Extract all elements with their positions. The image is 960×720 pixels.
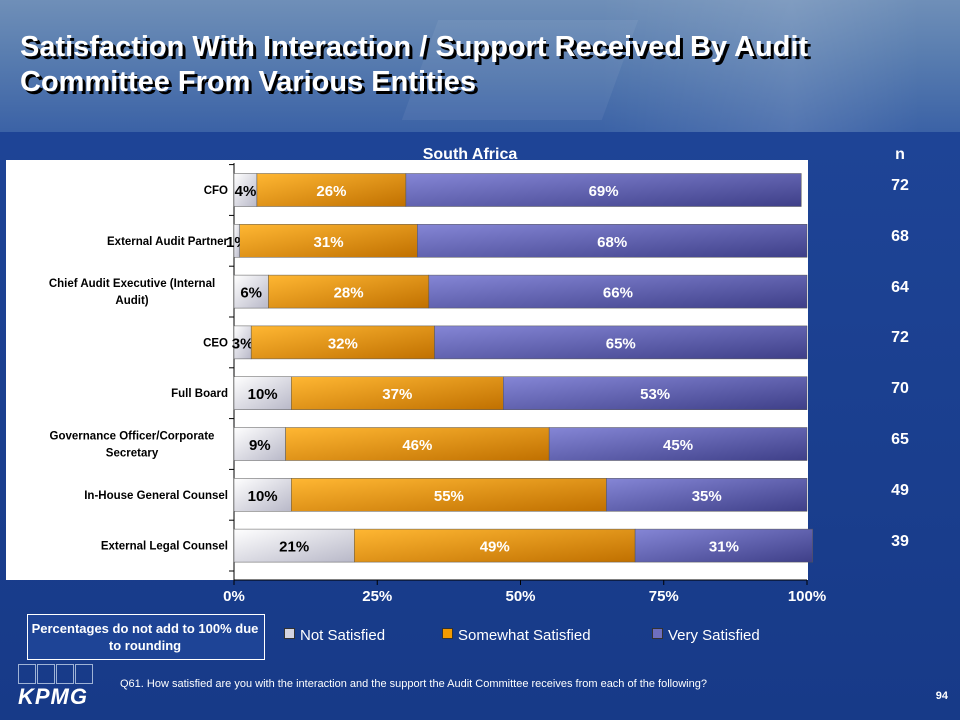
data-label: 65%	[606, 335, 636, 352]
bar-segment	[268, 274, 430, 309]
data-label: 69%	[589, 183, 619, 200]
bar-segment	[239, 224, 418, 258]
legend-swatch	[652, 628, 663, 639]
legend-swatch	[442, 628, 453, 639]
header-band	[0, 0, 960, 132]
note-box	[27, 614, 265, 660]
bar-segment	[233, 376, 292, 410]
data-label: 45%	[663, 437, 693, 454]
data-label: 26%	[316, 183, 346, 200]
bar-segment	[233, 274, 269, 309]
category-label: Chief Audit Executive (Internal Audit)	[49, 278, 215, 307]
legend-item-somewhat-satisfied: Somewhat Satisfied	[442, 627, 591, 644]
category-label: CEO	[203, 337, 228, 349]
category-label: External Audit Partner	[107, 236, 229, 248]
n-value: 72	[891, 329, 909, 347]
rounding-note: Percentages do not add to 100% due to ro…	[31, 621, 259, 653]
data-label: 31%	[314, 234, 344, 251]
category-label: In-House General Counsel	[84, 490, 228, 502]
bar-segment	[233, 478, 292, 512]
legend-item-not-satisfied: Not Satisfied	[284, 627, 385, 644]
legend-label: Not Satisfied	[300, 627, 386, 644]
data-label: 21%	[279, 539, 309, 556]
slide-title: Satisfaction With Interaction / Support …	[20, 31, 809, 98]
bar-segment	[417, 224, 808, 258]
survey-question: Q61. How satisfied are you with the inte…	[120, 678, 707, 690]
category-label: External Legal Counsel	[101, 541, 228, 553]
bar-segment	[548, 427, 808, 461]
bar-segment	[634, 528, 813, 563]
x-tick-label: 100%	[788, 588, 826, 605]
x-tick-label: 75%	[649, 588, 679, 605]
data-label: 49%	[480, 539, 510, 556]
bar-segment	[250, 325, 435, 360]
chart-subtitle: South Africa	[422, 146, 518, 163]
category-label: Full Board	[171, 388, 228, 400]
data-label: 3%	[232, 335, 254, 352]
header-decoration	[600, 0, 920, 132]
data-label: 31%	[709, 539, 739, 556]
bar-segment	[354, 528, 636, 563]
logo-wordmark: KPMG	[18, 684, 88, 709]
kpmg-logo: KPMG	[18, 664, 98, 710]
legend-swatch	[284, 628, 295, 639]
category-label: Governance Officer/Corporate Secretary	[50, 431, 215, 460]
x-tick-label: 0%	[223, 588, 245, 605]
page-number: 94	[935, 690, 948, 702]
logo-box	[18, 664, 36, 684]
data-label: 46%	[402, 437, 432, 454]
data-label: 35%	[692, 488, 722, 505]
logo-box	[37, 664, 55, 684]
data-label: 4%	[235, 183, 257, 200]
data-label: 53%	[640, 386, 670, 403]
bar-segment	[434, 325, 808, 360]
n-value: 72	[891, 177, 909, 194]
legend-label: Very Satisfied	[668, 627, 760, 644]
data-label: 55%	[434, 488, 464, 505]
data-label: 66%	[603, 285, 633, 302]
legend-label: Somewhat Satisfied	[458, 627, 591, 644]
data-label: 10%	[248, 488, 278, 505]
legend-item-very-satisfied: Very Satisfied	[652, 627, 760, 644]
bar-segment	[256, 173, 407, 207]
data-label: 37%	[382, 386, 412, 403]
n-value: 64	[891, 278, 909, 296]
n-value: 65	[891, 431, 909, 448]
bar-segment	[285, 427, 550, 461]
bar-segment	[606, 478, 808, 512]
n-value: 49	[891, 481, 909, 499]
bar-segment	[233, 427, 286, 461]
category-label-panel	[6, 160, 234, 580]
x-tick-label: 50%	[505, 588, 535, 605]
n-column-header: n	[895, 146, 905, 163]
data-label: 9%	[249, 437, 271, 454]
data-label: 32%	[328, 335, 358, 352]
bar-segment	[233, 528, 355, 563]
bar-segment	[405, 173, 802, 207]
category-label: CFO	[204, 185, 228, 197]
data-label: 6%	[240, 285, 262, 302]
x-tick-label: 25%	[362, 588, 392, 605]
data-label: 68%	[597, 234, 627, 251]
bar-segment	[291, 478, 607, 512]
bar-segment	[428, 274, 808, 309]
n-value: 70	[891, 380, 909, 398]
data-label: 28%	[334, 285, 364, 302]
logo-box	[75, 664, 93, 684]
data-label: 10%	[248, 386, 278, 403]
bar-segment	[503, 376, 808, 410]
bar-segment	[291, 376, 504, 410]
n-value: 39	[891, 532, 909, 550]
logo-box	[56, 664, 74, 684]
n-value: 68	[891, 227, 909, 245]
